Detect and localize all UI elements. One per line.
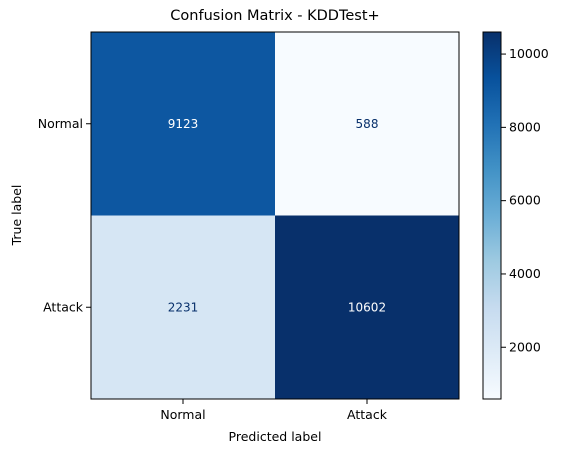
- colorbar-tick-label: 6000: [509, 193, 541, 208]
- heatmap-cell: [91, 215, 275, 399]
- cell-value-label: 10602: [348, 300, 386, 314]
- plot-frame: [90, 31, 460, 400]
- cell-value-label: 2231: [168, 300, 199, 314]
- heatmap-cells: [91, 32, 459, 399]
- chart-title: Confusion Matrix - KDDTest+: [170, 8, 379, 24]
- cell-value-label: 9123: [168, 117, 199, 131]
- heatmap-cell: [275, 215, 459, 399]
- x-axis-ticks: Normal Attack: [160, 399, 388, 422]
- y-axis-ticks: Normal Attack: [38, 116, 91, 314]
- colorbar: [482, 31, 502, 400]
- y-axis-label: True label: [9, 185, 24, 247]
- y-tick-label: Attack: [43, 299, 84, 314]
- colorbar-tick-label: 2000: [509, 339, 541, 354]
- colorbar-tick-label: 4000: [509, 266, 541, 281]
- colorbar-ticks: 2000 4000 6000 8000 10000: [501, 46, 549, 354]
- x-axis-label: Predicted label: [229, 429, 322, 444]
- x-tick-label: Attack: [347, 407, 388, 422]
- y-tick-label: Normal: [38, 116, 83, 131]
- heatmap-cell: [275, 32, 459, 216]
- colorbar-tick-label: 10000: [509, 46, 549, 61]
- heatmap-cell: [91, 32, 275, 216]
- cell-value-label: 588: [356, 117, 379, 131]
- x-tick-label: Normal: [160, 407, 205, 422]
- colorbar-tick-label: 8000: [509, 119, 541, 134]
- cell-value-labels: 9123 588 2231 10602: [168, 117, 386, 315]
